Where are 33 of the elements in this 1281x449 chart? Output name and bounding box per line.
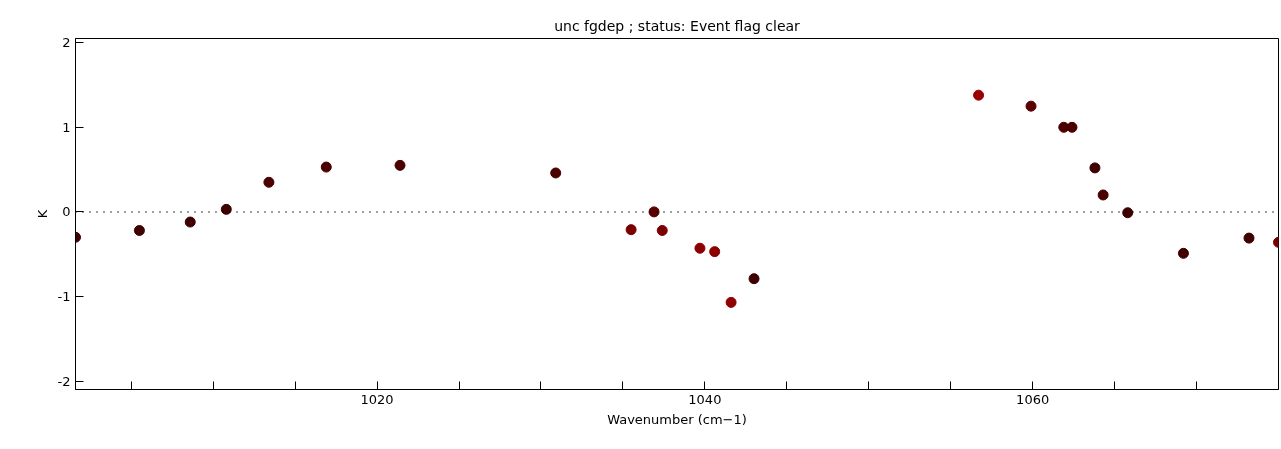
x-tick-label: 1060 — [1016, 391, 1050, 407]
chart-title: unc fgdep ; status: Event flag clear — [554, 17, 801, 34]
point — [1122, 207, 1134, 219]
point — [1025, 100, 1037, 112]
y-tick-label: 2 — [62, 35, 71, 51]
point — [1089, 162, 1101, 174]
point — [394, 159, 406, 171]
point — [263, 176, 275, 188]
point — [748, 273, 760, 285]
point — [1177, 247, 1189, 259]
y-tick-label: 1 — [62, 119, 71, 135]
point — [184, 216, 196, 228]
point — [1066, 121, 1078, 133]
point — [220, 203, 232, 215]
y-tick-label: -1 — [57, 288, 71, 304]
x-tick-label: 1020 — [360, 391, 394, 407]
point — [973, 89, 985, 101]
point — [550, 167, 562, 179]
point — [648, 206, 660, 218]
point — [1097, 189, 1109, 201]
point — [656, 225, 668, 236]
y-axis-title: K — [34, 209, 50, 219]
point — [694, 242, 706, 254]
y-tick-label: -2 — [57, 373, 71, 389]
point — [133, 225, 145, 236]
point — [1243, 232, 1255, 244]
point — [709, 246, 721, 258]
y-tick-label: 0 — [62, 204, 71, 220]
point — [320, 161, 332, 173]
x-axis-title: Wavenumber (cm−1) — [607, 411, 747, 427]
point — [725, 296, 737, 308]
x-tick-label: 1040 — [688, 391, 722, 407]
point — [625, 224, 637, 236]
